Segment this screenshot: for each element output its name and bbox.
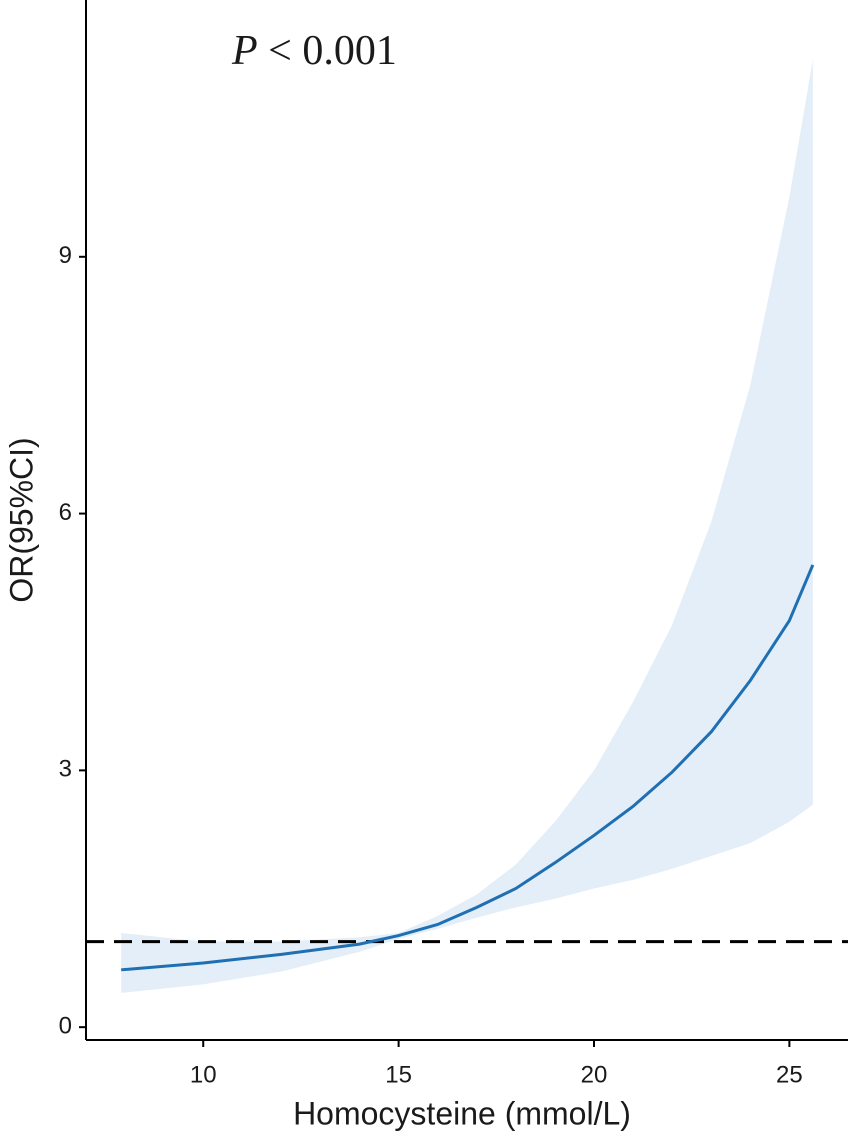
x-axis-label: Homocysteine (mmol/L) <box>293 1095 631 1131</box>
annotation-symbol: P <box>231 28 258 74</box>
y-tick-label: 3 <box>59 756 72 783</box>
y-tick-label: 6 <box>59 499 72 526</box>
or-line <box>121 564 815 972</box>
annotation-text: < 0.001 <box>268 28 397 74</box>
annotation: P < 0.001 <box>231 28 397 74</box>
y-tick-label: 0 <box>59 1013 72 1040</box>
x-tick-label: 20 <box>581 1061 608 1088</box>
x-tick-label: 25 <box>776 1061 803 1088</box>
y-tick-label: 9 <box>59 242 72 269</box>
y-axis-label: OR(95%CI) <box>3 437 39 602</box>
confidence-band <box>121 59 813 993</box>
x-tick-label: 15 <box>385 1061 412 1088</box>
x-tick-label: 10 <box>190 1061 217 1088</box>
